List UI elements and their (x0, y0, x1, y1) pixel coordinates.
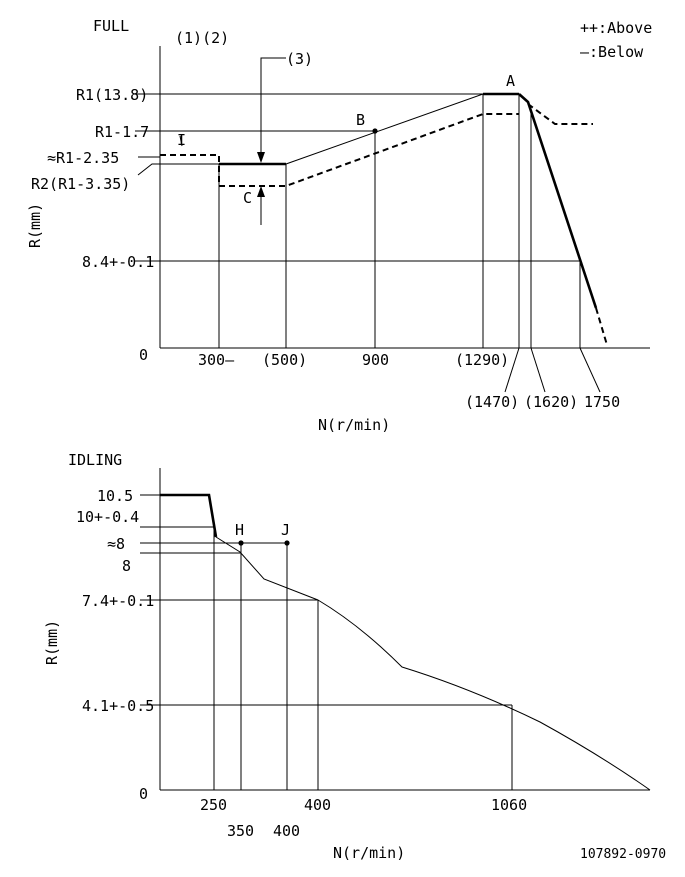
full-note-3: (3) (286, 50, 313, 68)
point-h-marker (238, 540, 244, 546)
point-h-label: H (235, 521, 244, 539)
full-notes: (1)(2) (175, 29, 229, 47)
ylabel-r1: R1(13.8) (76, 86, 148, 104)
point-b-marker (372, 128, 378, 134)
xlabel-i-400b: 400 (273, 822, 300, 840)
ylabel-i-8a: ≈8 (107, 535, 125, 553)
ylabel-i-74: 7.4+-0.1 (82, 592, 154, 610)
ylabel-r1-235: ≈R1-2.35 (47, 149, 119, 167)
legend-above: ++:Above (580, 19, 652, 37)
idling-x-axis-title: N(r/min) (333, 844, 405, 862)
ylabel-i-zero: 0 (139, 785, 148, 803)
xlabel-1620: (1620) (524, 393, 578, 411)
ylabel-r2: R2(R1-3.35) (31, 175, 130, 193)
idling-y-axis-title: R(mm) (43, 620, 61, 665)
ylabel-full-zero: 0 (139, 346, 148, 364)
xlabel-i-1060: 1060 (491, 796, 527, 814)
point-a-label: A (506, 72, 515, 90)
full-title: FULL (93, 17, 129, 35)
xlabel-1290: (1290) (455, 351, 509, 369)
ylabel-i-41: 4.1+-0.5 (82, 697, 154, 715)
idling-curve-top (160, 493, 218, 538)
point-i-label: I (177, 131, 186, 149)
full-chart: FULL (1)(2) (3) ++:Above —:Below B (26, 17, 652, 434)
xlabel-1470: (1470) (465, 393, 519, 411)
point-j-marker (284, 540, 290, 546)
xlabel-300: 300— (198, 351, 235, 369)
ylabel-i-105: 10.5 (97, 487, 133, 505)
xlabel-500: (500) (262, 351, 307, 369)
xlabel-900: 900 (362, 351, 389, 369)
full-x-axis-title: N(r/min) (318, 416, 390, 434)
idling-title: IDLING (68, 451, 122, 469)
full-curve-cutoff (518, 93, 598, 309)
full-curve-below (160, 113, 519, 187)
ylabel-i-8: 8 (122, 557, 131, 575)
xlabel-i-250: 250 (200, 796, 227, 814)
point-b-label: B (356, 111, 365, 129)
ylabel-r1-17: R1-1.7 (95, 123, 149, 141)
xlabel-i-400a: 400 (304, 796, 331, 814)
ylabel-i-10: 10+-0.4 (76, 508, 139, 526)
legend-below: —:Below (580, 43, 644, 61)
xlabel-i-350: 350 (227, 822, 254, 840)
idling-curve (215, 536, 651, 791)
idling-chart: IDLING H J 10.5 10+-0.4 ≈8 8 7.4+-0.1 4.… (43, 451, 651, 862)
ref-r2 (137, 163, 220, 176)
point-j-label: J (281, 521, 290, 539)
document-code: 107892-0970 (580, 847, 666, 862)
ylabel-r84: 8.4+-0.1 (82, 253, 154, 271)
xlabel-1750: 1750 (584, 393, 620, 411)
full-y-axis-title: R(mm) (26, 203, 44, 248)
full-curve-rise (285, 93, 519, 165)
point-c-label: C (243, 189, 252, 207)
